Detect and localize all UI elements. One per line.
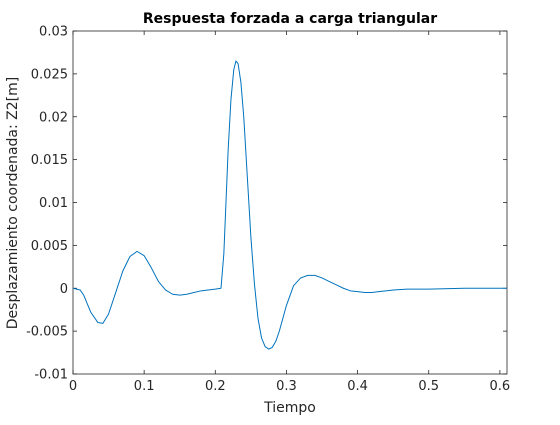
y-tick-label: 0.03 (39, 25, 68, 40)
x-tick-label: 0.4 (347, 379, 368, 394)
y-tick-label: 0.005 (31, 239, 68, 254)
y-tick-label: -0.01 (34, 368, 68, 383)
x-tick-label: 0.3 (276, 379, 297, 394)
y-tick-label: -0.005 (26, 325, 68, 340)
plot-area (72, 30, 508, 375)
x-tick-label: 0.1 (134, 379, 155, 394)
x-tick-label: 0.6 (490, 379, 511, 394)
y-axis-label: Desplazamiento coordenada: Z2[m] (5, 77, 21, 329)
y-tick-label: 0.01 (39, 196, 68, 211)
y-axis: -0.01 -0.005 0 0.005 0.01 0.015 0.02 0.025 0.03 (26, 25, 507, 383)
x-tick-label: 0.2 (205, 379, 226, 394)
y-tick-label: 0.02 (39, 110, 68, 125)
x-tick-label: 0 (69, 379, 77, 394)
series-line (72, 60, 507, 350)
y-tick-label: 0.015 (31, 153, 68, 168)
x-axis: 0 0.1 0.2 0.3 0.4 0.5 0.6 (69, 31, 510, 394)
x-axis-label: Tiempo (263, 400, 316, 416)
y-tick-label: 0.025 (31, 67, 68, 82)
x-tick-label: 0.5 (418, 379, 439, 394)
chart-title: Respuesta forzada a carga triangular (143, 11, 437, 27)
series-layer (72, 60, 507, 350)
y-tick-label: 0 (60, 282, 68, 297)
